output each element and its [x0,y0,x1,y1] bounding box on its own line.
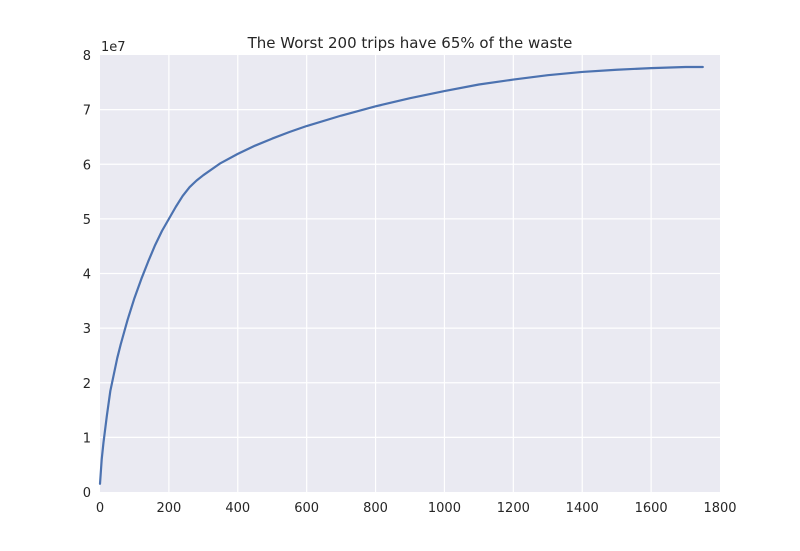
series-line [98,65,704,485]
chart-title: The Worst 200 trips have 65% of the wast… [247,34,573,52]
y-tick-label: 5 [83,213,91,228]
x-tick-label: 800 [363,501,388,516]
y-tick-label: 3 [83,322,91,337]
x-axis-ticks: 0 200 400 600 800 1000 1200 1400 1600 1800 [96,501,737,516]
x-tick-label: 1600 [635,501,668,516]
x-tick-label: 1200 [497,501,530,516]
y-tick-label: 7 [83,104,91,119]
x-tick-label: 400 [225,501,250,516]
x-tick-label: 600 [294,501,319,516]
y-tick-label: 6 [83,158,91,173]
y-tick-label: 0 [83,486,91,501]
y-tick-label: 4 [83,268,91,283]
y-tick-label: 1 [83,431,91,446]
y-axis-ticks: 0 1 2 3 4 5 6 7 8 [83,49,91,501]
series-layer [98,65,704,485]
x-tick-label: 200 [156,501,181,516]
gridlines [100,55,720,492]
y-tick-label: 2 [83,377,91,392]
y-axis-offset-label: 1e7 [101,40,126,55]
x-tick-label: 1000 [428,501,461,516]
y-tick-label: 8 [83,49,91,64]
x-tick-label: 1800 [703,501,736,516]
x-tick-label: 1400 [566,501,599,516]
x-tick-label: 0 [96,501,104,516]
